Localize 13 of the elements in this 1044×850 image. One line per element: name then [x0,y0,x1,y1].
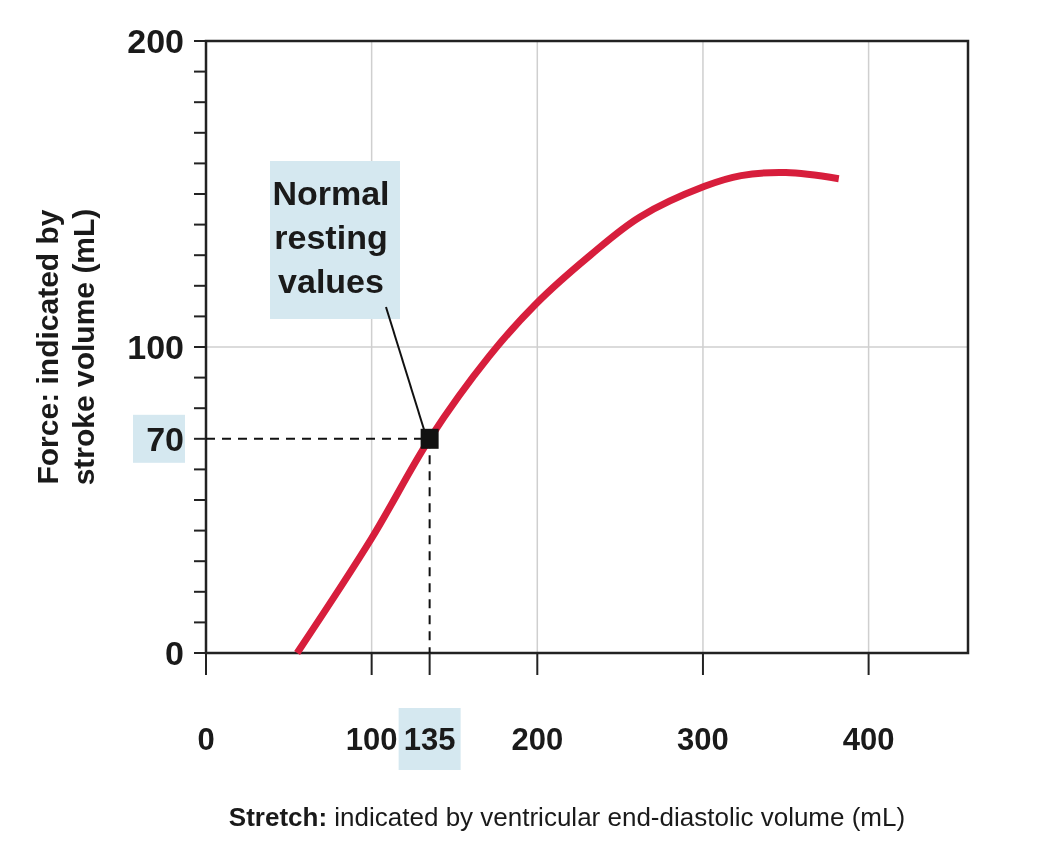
x-tick-label: 135 [403,722,456,757]
x-axis-title: Stretch: indicated by ventricular end-diastolic volume (mL) [228,802,906,832]
x-tick-label: 300 [677,722,729,757]
y-axis-title: Force: indicated by stroke volume (mL) [31,208,100,486]
y-tick-label: 70 [146,419,184,458]
y-tick-label: 100 [127,328,184,366]
x-tick-label: 400 [842,722,895,757]
y-tick-label: 0 [165,634,184,672]
x-tick-label: 0 [197,722,215,757]
y-tick-label: 200 [127,22,184,60]
x-tick-label: 200 [511,722,564,757]
annotation: Normal resting values [272,174,390,300]
x-tick-label: 100 [345,722,398,757]
